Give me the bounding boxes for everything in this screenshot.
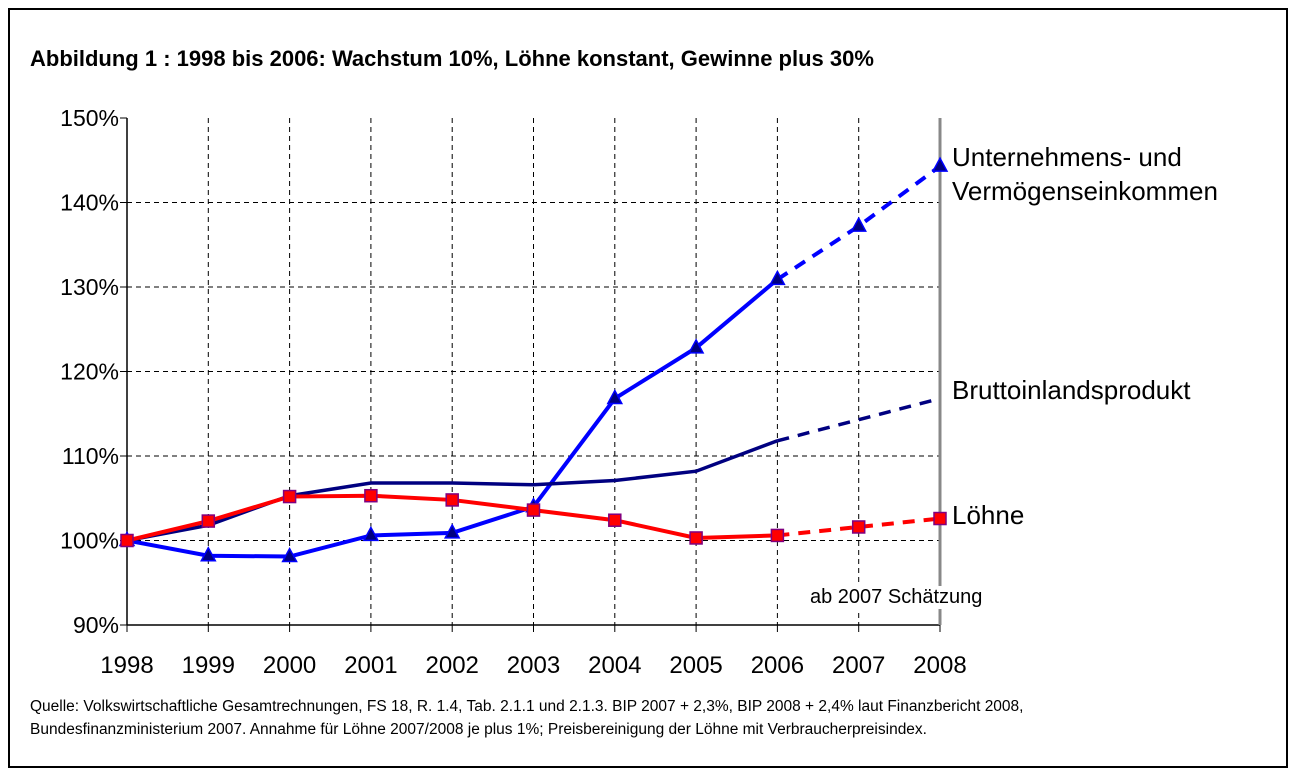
marker <box>931 156 949 172</box>
series-line <box>776 396 941 443</box>
marker <box>282 489 297 504</box>
annotation: ab 2007 Schätzung <box>806 586 987 609</box>
marker <box>364 488 378 503</box>
x-tick-label: 2000 <box>263 652 316 679</box>
x-tick-label: 2003 <box>507 652 560 679</box>
marker <box>120 533 134 548</box>
x-tick-label: 1999 <box>182 652 235 679</box>
x-tick-label: 2001 <box>344 652 397 679</box>
x-tick-label: 2005 <box>669 652 722 679</box>
marker <box>281 546 298 563</box>
marker <box>200 546 217 562</box>
series-line <box>776 164 942 282</box>
marker <box>443 523 461 539</box>
y-tick-label: 150% <box>60 105 119 131</box>
marker <box>850 216 867 232</box>
y-tick-label: 110% <box>62 443 119 469</box>
marker <box>851 520 866 534</box>
marker <box>201 514 216 528</box>
x-tick-label: 2004 <box>588 652 641 679</box>
series-label: Unternehmens- und Vermögenseinkommen <box>952 142 1218 206</box>
x-tick-label: 2002 <box>426 652 479 679</box>
marker <box>933 511 947 526</box>
marker <box>608 513 622 527</box>
y-tick-label: 120% <box>60 359 119 385</box>
marker <box>362 525 380 542</box>
x-tick-label: 2008 <box>913 652 966 679</box>
source-note: Quelle: Volkswirtschaftliche Gesamtrechn… <box>30 698 1024 738</box>
frame <box>8 8 1288 768</box>
y-tick-label: 130% <box>60 274 119 300</box>
y-tick-label: 100% <box>60 528 119 554</box>
chart-title: Abbildung 1 : 1998 bis 2006: Wachstum 10… <box>30 46 874 71</box>
marker <box>770 528 785 543</box>
marker <box>606 388 624 405</box>
marker <box>689 531 703 545</box>
x-tick-label: 2007 <box>832 652 885 679</box>
series-label: Bruttoinlandsprodukt <box>952 375 1191 405</box>
marker <box>687 338 705 354</box>
series-label: Löhne <box>952 500 1025 530</box>
series-line <box>777 516 941 538</box>
y-tick-label: 90% <box>73 612 119 638</box>
y-tick-label: 140% <box>60 190 119 216</box>
x-tick-label: 2006 <box>751 652 804 679</box>
marker <box>445 493 459 507</box>
marker <box>769 269 786 286</box>
series-line <box>126 439 779 543</box>
marker <box>526 503 541 517</box>
x-tick-label: 1998 <box>100 652 153 679</box>
